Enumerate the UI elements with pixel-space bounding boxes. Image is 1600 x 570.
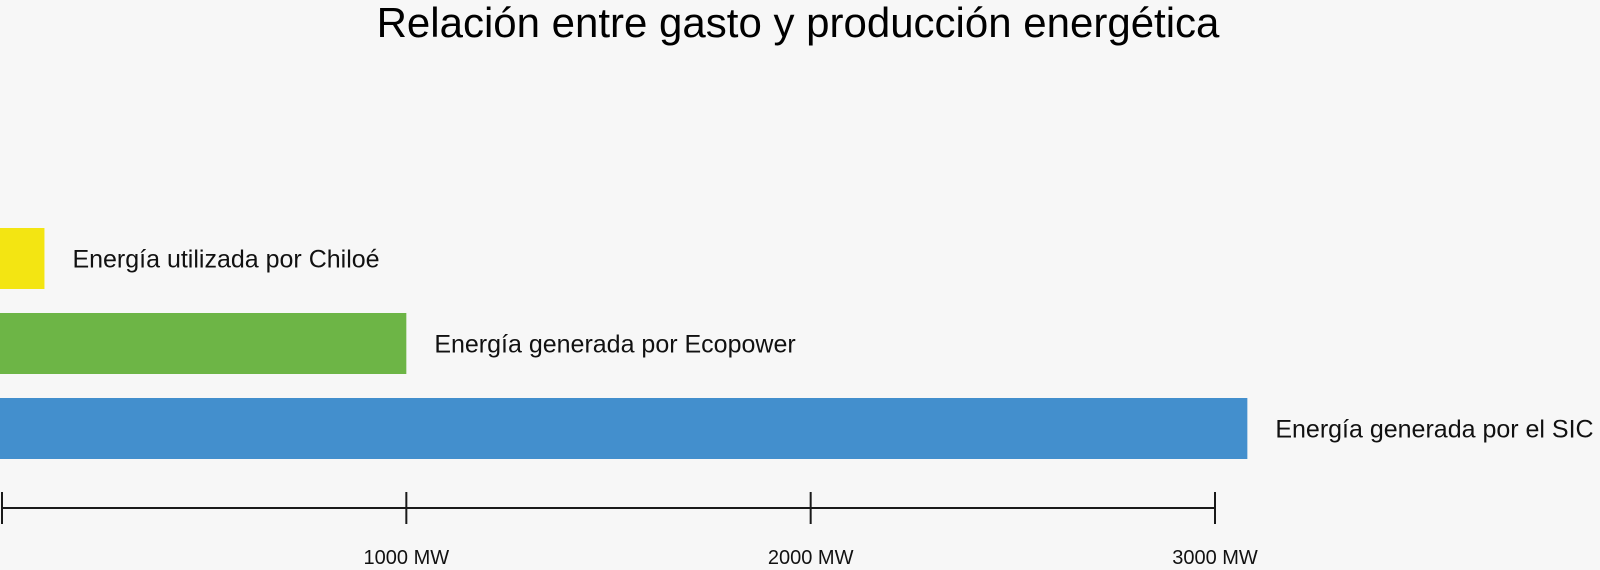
x-axis-tick-labels: 1000 MW 2000 MW 3000 MW [364, 547, 1258, 569]
bar-energia-utilizada-por-chiloe [0, 228, 45, 289]
x-tick-label-3000: 3000 MW [1172, 547, 1258, 569]
chart-title: Relación entre gasto y producción energé… [377, 0, 1220, 46]
bar-label-energia-generada-por-el-sic: Energía generada por el SIC [1275, 416, 1593, 444]
x-tick-label-1000: 1000 MW [364, 547, 450, 569]
bar-label-energia-generada-por-ecopower: Energía generada por Ecopower [434, 331, 795, 359]
bar-energia-generada-por-el-sic [0, 398, 1248, 459]
x-axis: 1000 MW 2000 MW 3000 MW [1, 492, 1258, 569]
x-tick-label-2000: 2000 MW [768, 547, 854, 569]
bar-energia-generada-por-ecopower [0, 313, 407, 374]
bar-label-energia-utilizada-por-chiloe: Energía utilizada por Chiloé [72, 246, 379, 274]
x-axis-ticks [1, 492, 1216, 524]
bar-labels: Energía utilizada por Chiloé Energía gene… [72, 246, 1593, 444]
bars [0, 228, 1248, 459]
